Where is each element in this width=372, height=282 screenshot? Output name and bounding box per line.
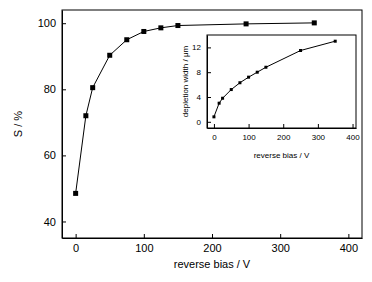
y-axis: 0 4 8 12 bbox=[192, 36, 211, 129]
tick: 0 bbox=[212, 124, 217, 142]
tick-label: 0 bbox=[212, 133, 217, 142]
tick-label: 100 bbox=[135, 242, 153, 254]
tick-mark bbox=[62, 23, 66, 24]
tick-label: 400 bbox=[346, 133, 360, 142]
data-point bbox=[264, 66, 267, 69]
data-point bbox=[73, 191, 78, 196]
plot-frame bbox=[207, 35, 356, 128]
tick-label: 0 bbox=[73, 242, 79, 254]
tick-label: 200 bbox=[277, 133, 291, 142]
tick: 60 bbox=[44, 149, 66, 161]
tick-label: 8 bbox=[197, 68, 202, 77]
tick-mark bbox=[353, 124, 354, 128]
tick: 300 bbox=[312, 124, 326, 142]
tick-label: 100 bbox=[242, 133, 256, 142]
data-point bbox=[247, 76, 250, 79]
x-axis-title: reverse bias / V bbox=[174, 258, 251, 270]
tick-mark bbox=[62, 155, 66, 156]
tick-label: 60 bbox=[44, 149, 56, 161]
plot-frame bbox=[62, 10, 362, 238]
tick: 12 bbox=[192, 43, 211, 52]
tick-mark bbox=[207, 97, 211, 98]
tick: 0 bbox=[197, 118, 211, 127]
tick-label: 300 bbox=[312, 133, 326, 142]
tick-label: 0 bbox=[197, 118, 202, 127]
data-point bbox=[244, 21, 249, 26]
tick: 400 bbox=[340, 234, 358, 254]
chart-1: 0 100 200 300 400 0 4 8 12 reverse bias / V deplet… bbox=[173, 31, 360, 162]
y-axis-title: depletion width / μm bbox=[181, 46, 190, 118]
tick-label: 300 bbox=[272, 242, 290, 254]
tick-label: 4 bbox=[197, 93, 202, 102]
tick: 40 bbox=[44, 215, 66, 227]
inset-background bbox=[173, 31, 360, 162]
chart-0: 0100200300400406080100reverse bias / VS … bbox=[12, 10, 363, 270]
tick: 200 bbox=[203, 234, 221, 254]
data-point bbox=[175, 23, 180, 28]
tick-mark bbox=[207, 72, 211, 73]
tick-mark bbox=[214, 124, 215, 128]
tick-mark bbox=[207, 122, 211, 123]
data-point bbox=[212, 115, 215, 118]
data-point bbox=[83, 113, 88, 118]
x-axis: 0 100 200 300 400 bbox=[63, 234, 363, 254]
tick-label: 40 bbox=[44, 215, 56, 227]
tick: 8 bbox=[197, 68, 211, 77]
tick: 100 bbox=[38, 17, 66, 29]
tick: 80 bbox=[44, 83, 66, 95]
tick-mark bbox=[318, 124, 319, 128]
tick: 100 bbox=[242, 124, 256, 142]
data-point bbox=[107, 53, 112, 58]
axis-line bbox=[62, 11, 63, 239]
data-point bbox=[90, 85, 95, 90]
chart-root: 0100200300400406080100reverse bias / VS … bbox=[0, 0, 372, 282]
data-point bbox=[238, 81, 241, 84]
axis-line bbox=[63, 238, 363, 239]
tick: 200 bbox=[277, 124, 291, 142]
tick-label: 80 bbox=[44, 83, 56, 95]
tick-label: 200 bbox=[203, 242, 221, 254]
tick-mark bbox=[212, 234, 213, 238]
tick-mark bbox=[348, 234, 349, 238]
data-point bbox=[299, 49, 302, 52]
tick-mark bbox=[62, 89, 66, 90]
tick-mark bbox=[249, 124, 250, 128]
tick: 400 bbox=[346, 124, 360, 142]
tick-label: 12 bbox=[192, 43, 201, 52]
tick-label: 100 bbox=[38, 17, 56, 29]
data-point bbox=[312, 20, 317, 25]
y-axis: 40 60 80 100 bbox=[38, 11, 66, 239]
axis-line bbox=[207, 36, 208, 129]
data-point bbox=[256, 71, 259, 74]
data-point bbox=[158, 25, 163, 30]
tick: 0 bbox=[73, 234, 79, 254]
tick: 300 bbox=[272, 234, 290, 254]
x-axis: 0 100 200 300 400 bbox=[208, 124, 361, 142]
data-point bbox=[230, 88, 233, 91]
tick: 4 bbox=[197, 93, 211, 102]
tick-mark bbox=[207, 47, 211, 48]
tick: 100 bbox=[135, 234, 153, 254]
tick-mark bbox=[76, 234, 77, 238]
data-point bbox=[141, 29, 146, 34]
tick-mark bbox=[283, 124, 284, 128]
data-point bbox=[221, 97, 224, 100]
x-axis-title: reverse bias / V bbox=[254, 151, 310, 160]
data-point bbox=[218, 102, 221, 105]
tick-mark bbox=[280, 234, 281, 238]
data-point bbox=[124, 37, 129, 42]
data-point bbox=[334, 40, 337, 43]
axis-line bbox=[208, 128, 357, 129]
plot-area bbox=[212, 40, 336, 119]
y-axis-title: S / % bbox=[12, 111, 24, 138]
tick-mark bbox=[144, 234, 145, 238]
tick-label: 400 bbox=[340, 242, 358, 254]
series-line bbox=[214, 41, 335, 117]
tick-mark bbox=[62, 221, 66, 222]
